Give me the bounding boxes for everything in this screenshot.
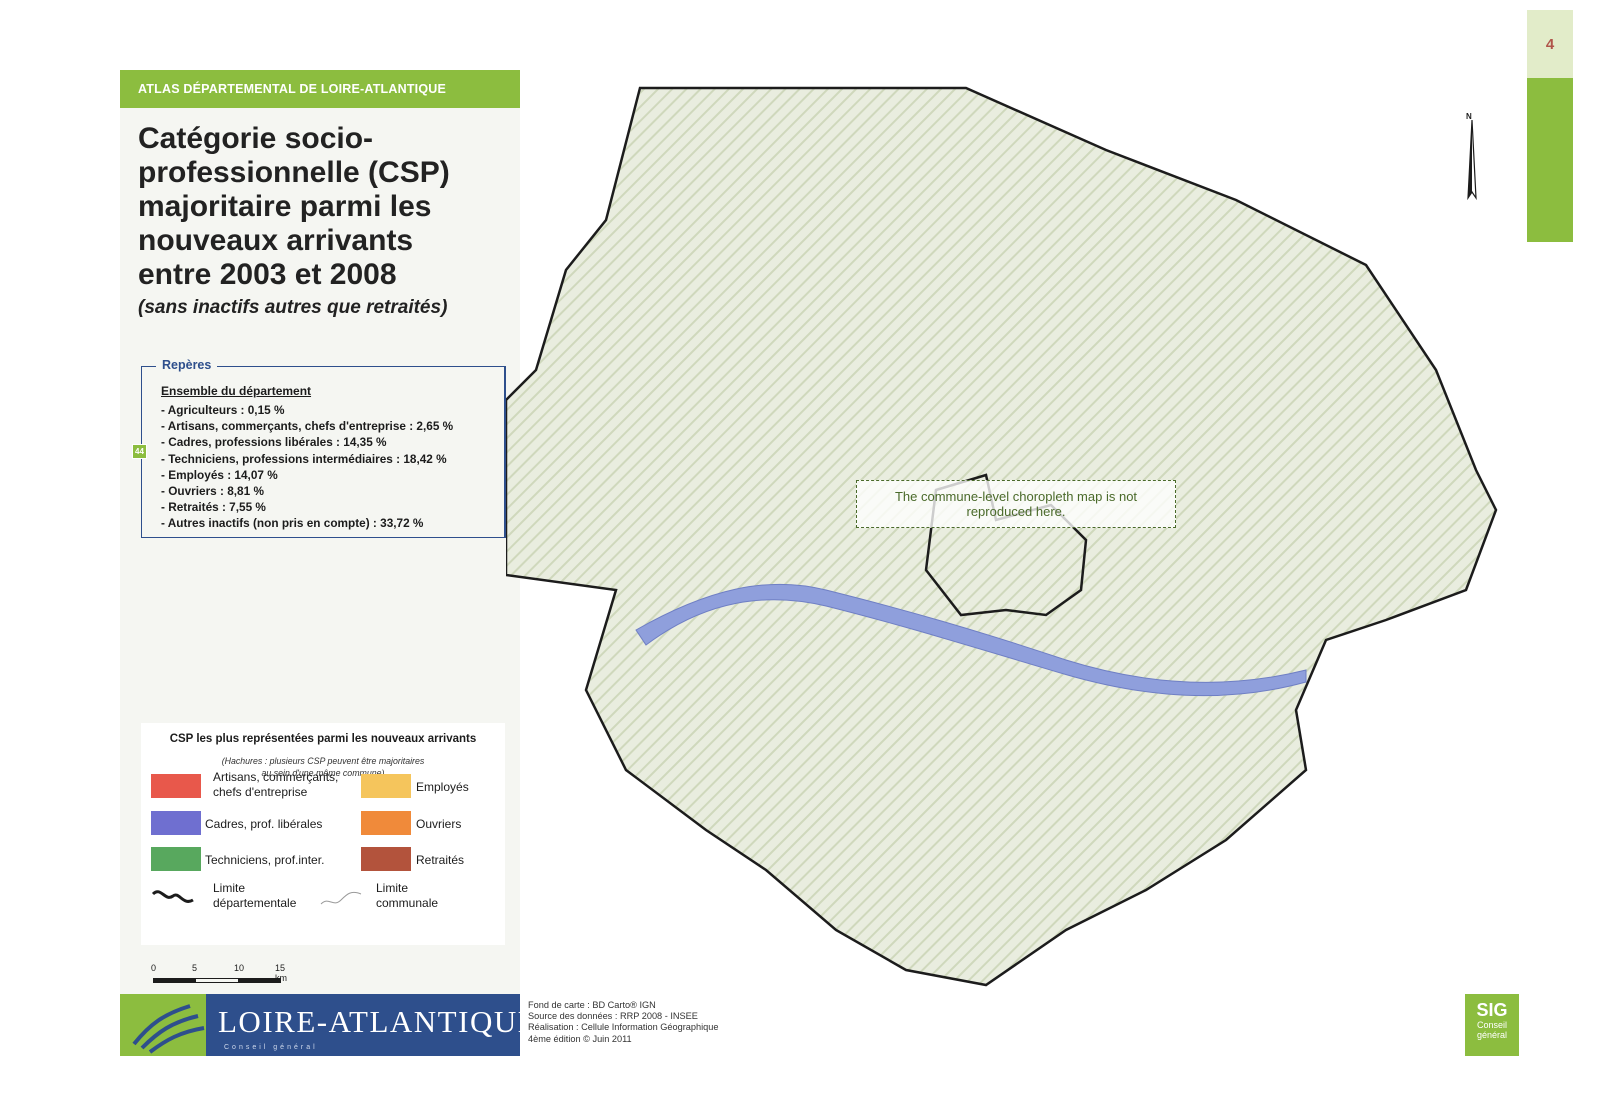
legend-label-ouvriers: Ouvriers (416, 817, 462, 831)
legend-note: (Hachures : plusieurs CSP peuvent être m… (141, 755, 505, 779)
reperes-item: - Retraités : 7,55 % (161, 500, 266, 515)
reperes-box-edge (504, 366, 506, 538)
chapter-tab-title: 11 - ÉCONOMIE ET EMPLOI (1489, 123, 1600, 220)
commune-limit-icon (320, 891, 362, 905)
title-line: majoritaire parmi les (138, 190, 432, 223)
legend-swatch-employes (361, 774, 411, 798)
sig-badge: SIG Conseil général (1465, 994, 1519, 1056)
title-line: entre 2003 et 2008 (138, 258, 397, 291)
legend: CSP les plus représentées parmi les nouv… (141, 723, 505, 945)
scale-bar-track (153, 978, 281, 983)
departement-silhouette (506, 86, 1498, 987)
legend-swatch-artisans (151, 774, 201, 798)
sig-subtitle: Conseil (1476, 1020, 1507, 1030)
loire-estuary (635, 583, 1307, 697)
logo-subtitle: Conseil général (224, 1044, 318, 1051)
title-line: professionnelle (CSP) (138, 156, 450, 189)
departement-limit-icon (151, 890, 194, 903)
credit-line: Réalisation : Cellule Information Géogra… (528, 1022, 719, 1033)
legend-label-techniciens: Techniciens, prof.inter. (205, 853, 325, 867)
scale-tick: 15 km (275, 963, 287, 983)
logo-wordmark: LOIRE-ATLANTIQUE (218, 1004, 539, 1039)
legend-label-line: départementale (213, 896, 297, 910)
credit-line: 4ème édition © Juin 2011 (528, 1033, 632, 1044)
map-placeholder (506, 86, 1498, 987)
legend-label-line: Limite (213, 881, 246, 895)
map-placeholder-note: The commune-level choropleth map is not … (856, 480, 1176, 528)
reperes-list: - Agriculteurs : 0,15 % - Artisans, comm… (161, 402, 453, 532)
legend-label-line: communale (376, 896, 439, 910)
page-number-badge: 44 (132, 444, 147, 459)
legend-label-line: Artisans, commerçants, (213, 770, 339, 784)
legend-swatch-cadres (151, 811, 201, 835)
reperes-item: - Techniciens, professions intermédiaire… (161, 451, 447, 466)
scale-bar-segment (238, 979, 280, 982)
reperes-heading: Ensemble du département (161, 384, 312, 398)
scale-tick: 5 (192, 963, 198, 973)
title-line: Catégorie socio- (138, 122, 374, 155)
scale-bar: 0 5 10 15 km (151, 963, 298, 985)
credit-line: Fond de carte : BD Carto® IGN (528, 1000, 656, 1010)
sig-subtitle: général (1476, 1030, 1508, 1040)
legend-label-employes: Employés (416, 780, 469, 794)
reperes-item: - Autres inactifs (non pris en compte) :… (161, 516, 424, 531)
reperes-label: Repères (156, 358, 218, 372)
footer-logo-emblem (120, 994, 206, 1056)
legend-label-cadres: Cadres, prof. libérales (205, 817, 323, 831)
scale-tick: 10 (234, 963, 245, 973)
loire-atlantique-emblem-icon (132, 1004, 205, 1054)
footer-credits: Fond de carte : BD Carto® IGN Source des… (528, 1000, 719, 1045)
reperes-item: - Agriculteurs : 0,15 % (161, 403, 285, 417)
chapter-tab-line: ET EMPLOI (1503, 144, 1518, 216)
scale-tick: 0 (151, 963, 157, 973)
legend-swatch-techniciens (151, 847, 201, 871)
legend-swatch-ouvriers (361, 811, 411, 835)
atlas-header: ATLAS DÉPARTEMENTAL DE LOIRE-ATLANTIQUE (120, 70, 520, 108)
legend-note-line: au sein d'une même commune) (261, 768, 385, 778)
chapter-tab-number: 4 (1527, 10, 1573, 78)
title-line: nouveaux arrivants (138, 224, 414, 257)
legend-label-line: chefs d'entreprise (213, 785, 308, 799)
legend-label-artisans: Artisans, commerçants, chefs d'entrepris… (213, 770, 338, 800)
chapter-tab-line: 11 - ÉCONOMIE (1489, 123, 1504, 220)
reperes-item: - Artisans, commerçants, chefs d'entrepr… (161, 419, 454, 434)
legend-label-line: Limite (376, 881, 409, 895)
reperes-item: - Ouvriers : 8,81 % (161, 484, 264, 499)
sig-title: SIG (1476, 1000, 1508, 1020)
legend-label-retraites: Retraités (416, 853, 465, 867)
atlas-title: ATLAS DÉPARTEMENTAL DE LOIRE-ATLANTIQUE (138, 82, 447, 96)
page-subtitle: (sans inactifs autres que retraités) (138, 297, 448, 318)
legend-label-limite-communale: Limite communale (376, 881, 438, 911)
legend-title: CSP les plus représentées parmi les nouv… (169, 733, 477, 745)
legend-note-line: (Hachures : plusieurs CSP peuvent être m… (221, 756, 425, 766)
legend-label-limite-departementale: Limite départementale (213, 881, 296, 911)
legend-swatch-retraites (361, 847, 411, 871)
credit-line: Source des données : RRP 2008 - INSEE (528, 1011, 698, 1022)
reperes-item: - Employés : 14,07 % (161, 467, 278, 482)
north-arrow-icon (1467, 119, 1477, 201)
north-label: N (1466, 112, 1472, 121)
scale-bar-segment (154, 979, 196, 982)
map-area: The commune-level choropleth map is not … (506, 70, 1520, 994)
page-title: Catégorie socio- professionnelle (CSP) m… (138, 122, 518, 320)
reperes-item: - Cadres, professions libérales : 14,35 … (161, 435, 387, 450)
